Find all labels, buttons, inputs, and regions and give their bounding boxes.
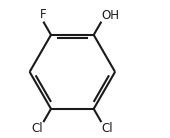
Text: F: F (40, 8, 46, 21)
Text: Cl: Cl (31, 122, 43, 135)
Text: Cl: Cl (102, 122, 113, 135)
Text: OH: OH (102, 9, 120, 22)
